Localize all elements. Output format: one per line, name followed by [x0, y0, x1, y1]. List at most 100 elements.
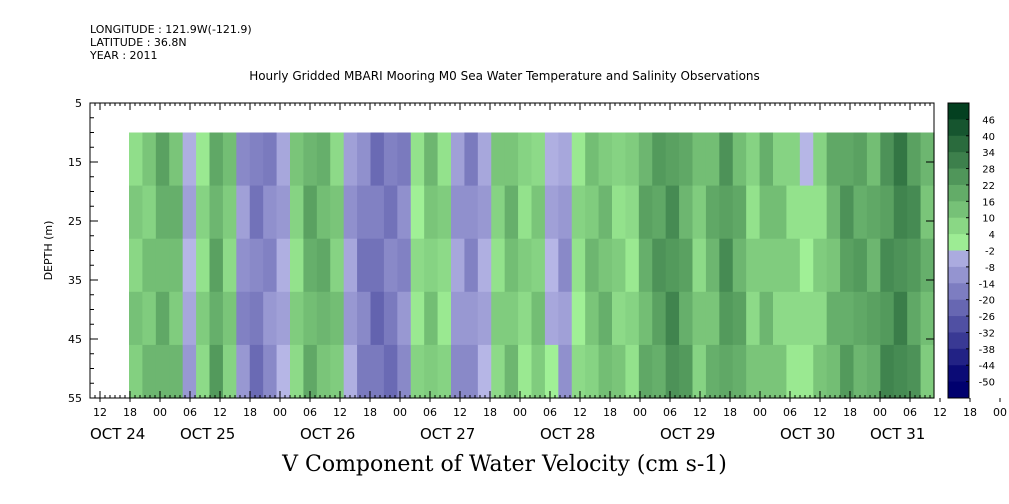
heatmap-cell	[585, 185, 600, 240]
colorbar-cell	[948, 234, 969, 251]
heatmap-cell	[679, 132, 694, 187]
heatmap-cell	[129, 185, 144, 240]
heatmap-cell	[799, 238, 814, 293]
heatmap-cell	[316, 344, 331, 399]
heatmap-cell	[786, 344, 801, 399]
colorbar-cell	[948, 168, 969, 186]
heatmap-cell	[357, 238, 372, 293]
heatmap-cell	[303, 291, 318, 346]
heatmap-cell	[504, 238, 519, 293]
heatmap-cell	[625, 344, 640, 399]
heatmap-cell	[585, 291, 600, 346]
heatmap-cell	[880, 238, 895, 293]
heatmap-cell	[853, 291, 868, 346]
heatmap-cell	[665, 132, 680, 187]
heatmap-cell	[638, 132, 653, 187]
heatmap-cell	[880, 344, 895, 399]
colorbar-cell	[948, 348, 969, 366]
heatmap-cell	[773, 185, 788, 240]
heatmap-cell	[652, 344, 667, 399]
heatmap-cell	[249, 344, 264, 399]
heatmap-cell	[813, 238, 828, 293]
heatmap-cell	[357, 344, 372, 399]
heatmap-cell	[826, 185, 841, 240]
heatmap-cell	[759, 344, 774, 399]
heatmap-cell	[129, 238, 144, 293]
heatmap-cell	[182, 238, 197, 293]
heatmap-cell	[276, 238, 291, 293]
heatmap-cell	[759, 238, 774, 293]
heatmap-cell	[625, 132, 640, 187]
heatmap-cell	[196, 344, 211, 399]
heatmap-cell	[558, 238, 573, 293]
heatmap-cell	[920, 344, 935, 399]
heatmap-cell	[155, 344, 170, 399]
heatmap-cell	[276, 185, 291, 240]
heatmap-cell	[531, 132, 546, 187]
heatmap-cell	[585, 344, 600, 399]
heatmap-cell	[544, 291, 559, 346]
heatmap-cell	[451, 344, 466, 399]
heatmap-cell	[544, 185, 559, 240]
y-tick-label: 5	[75, 97, 82, 110]
heatmap-cell	[303, 344, 318, 399]
heatmap-cell	[222, 291, 237, 346]
heatmap-cell	[451, 132, 466, 187]
heatmap-cell	[679, 238, 694, 293]
x-tick-label: 00	[273, 406, 287, 419]
heatmap-cell	[236, 132, 251, 187]
heatmap-cell	[236, 185, 251, 240]
heatmap-cell	[866, 185, 881, 240]
heatmap-cell	[451, 185, 466, 240]
heatmap-cell	[571, 185, 586, 240]
heatmap-cell	[437, 344, 452, 399]
heatmap-cell	[263, 291, 278, 346]
heatmap-cell	[786, 132, 801, 187]
heatmap-cell	[276, 291, 291, 346]
heatmap-cell	[303, 185, 318, 240]
heatmap-cell	[464, 344, 479, 399]
heatmap-cell	[357, 132, 372, 187]
x-tick-label: 12	[813, 406, 827, 419]
heatmap-cell	[209, 132, 224, 187]
heatmap-cell	[491, 344, 506, 399]
heatmap-cell	[383, 238, 398, 293]
heatmap-cell	[853, 238, 868, 293]
heatmap-cell	[692, 185, 707, 240]
colorbar-cell	[948, 119, 969, 137]
heatmap-cell	[907, 185, 922, 240]
x-day-label: OCT 26	[300, 425, 355, 443]
heatmap-cell	[518, 185, 533, 240]
heatmap-cell	[612, 185, 627, 240]
heatmap-cell	[330, 238, 345, 293]
heatmap-cell	[316, 238, 331, 293]
heatmap-cell	[746, 238, 761, 293]
heatmap-cell	[330, 344, 345, 399]
heatmap-cell	[222, 132, 237, 187]
heatmap-cell	[249, 185, 264, 240]
colorbar-cell	[948, 316, 969, 333]
heatmap-cell	[732, 132, 747, 187]
heatmap-cell	[840, 132, 855, 187]
x-day-label: OCT 30	[780, 425, 835, 443]
heatmap-cell	[437, 132, 452, 187]
y-tick-label: 35	[68, 274, 82, 287]
colorbar-label: -2	[985, 247, 995, 258]
heatmap-cell	[424, 185, 439, 240]
heatmap-cell	[893, 291, 908, 346]
heatmap-cell	[182, 291, 197, 346]
heatmap-cell	[679, 344, 694, 399]
heatmap-cell	[370, 132, 385, 187]
heatmap-cell	[330, 185, 345, 240]
heatmap-cell	[303, 132, 318, 187]
heatmap-cell	[571, 344, 586, 399]
heatmap-cell	[893, 344, 908, 399]
heatmap-cell	[920, 238, 935, 293]
heatmap-cell	[907, 344, 922, 399]
colorbar-label: -32	[979, 328, 995, 339]
x-tick-label: 06	[423, 406, 437, 419]
y-tick-label: 55	[68, 392, 82, 405]
heatmap-cell	[799, 291, 814, 346]
heatmap-cell	[424, 344, 439, 399]
heatmap-cell	[397, 344, 412, 399]
